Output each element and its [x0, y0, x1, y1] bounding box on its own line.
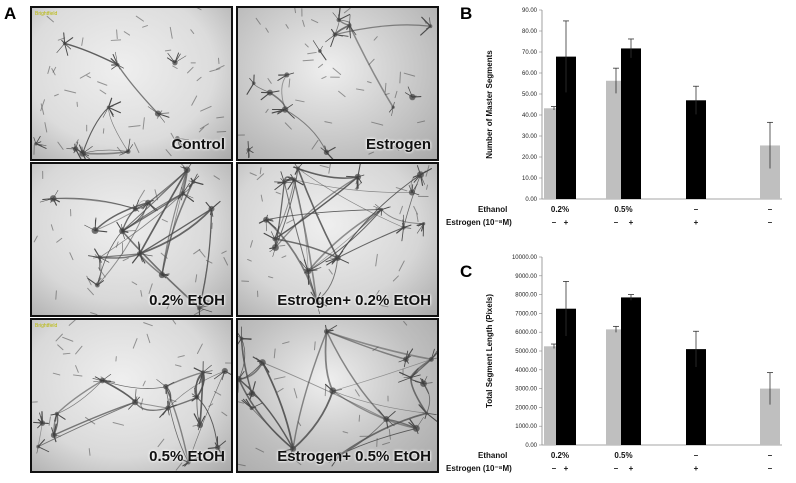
ethanol-value: 0.5%: [614, 451, 632, 460]
micrograph-note: Brightfield: [35, 11, 57, 17]
y-tick-label: 1000.00: [515, 424, 537, 430]
chart-b: 0.00 10.00 20.00 30.00 40.00 50.00 60.00 70.00 8…: [470, 0, 790, 235]
y-axis-label: Total Segment Length (Pixels): [485, 294, 494, 408]
estrogen-row-label: Estrogen (10⁻⁸M): [446, 464, 512, 473]
y-tick-label: 5000.00: [515, 349, 537, 355]
estrogen-value: +: [564, 464, 569, 473]
ethanol-value: 0.5%: [614, 205, 632, 214]
y-tick-label: 9000.00: [515, 274, 537, 280]
micrograph-caption: 0.5% EtOH: [149, 448, 225, 465]
y-tick-label: 80.00: [522, 29, 538, 35]
y-tick-label: 50.00: [522, 92, 538, 98]
micrograph-4: Estrogen+ 0.2% EtOH: [236, 162, 439, 317]
estrogen-value: –: [614, 464, 619, 473]
micrograph-caption: 0.2% EtOH: [149, 292, 225, 309]
y-tick-label: 8000.00: [515, 293, 537, 299]
micrograph-caption: Control: [172, 136, 225, 153]
estrogen-value: +: [629, 464, 634, 473]
y-axis-label: Number of Master Segments: [485, 50, 494, 159]
ethanol-row-label: Ethanol: [478, 451, 507, 460]
estrogen-value: +: [564, 218, 569, 227]
micrograph-5: Brightfield 0.5% EtOH: [30, 318, 233, 473]
bar: [621, 48, 641, 199]
ethanol-value: –: [694, 205, 699, 214]
panel-letter-a: A: [4, 4, 16, 24]
estrogen-value: –: [768, 218, 773, 227]
ethanol-value: –: [768, 205, 773, 214]
micrograph-caption: Estrogen: [366, 136, 431, 153]
chart-b-svg: 0.00 10.00 20.00 30.00 40.00 50.00 60.00 70.00 8…: [470, 0, 790, 235]
estrogen-value: –: [768, 464, 773, 473]
estrogen-value: +: [694, 464, 699, 473]
y-tick-label: 2000.00: [515, 405, 537, 411]
estrogen-value: –: [552, 218, 557, 227]
y-tick-label: 6000.00: [515, 330, 537, 336]
ethanol-value: –: [768, 451, 773, 460]
chart-c-svg: 0.00 1000.00 2000.00 3000.00 4000.00 5000.00 6…: [470, 250, 790, 478]
chart-c: 0.00 1000.00 2000.00 3000.00 4000.00 5000.00 6…: [470, 250, 790, 478]
bar: [621, 297, 641, 445]
y-tick-label: 30.00: [522, 134, 538, 140]
micrograph-caption: Estrogen+ 0.2% EtOH: [277, 292, 431, 309]
y-tick-label: 10000.00: [512, 255, 538, 261]
estrogen-value: +: [694, 218, 699, 227]
bar: [686, 100, 706, 199]
y-tick-label: 4000.00: [515, 368, 537, 374]
micrograph-6: Estrogen+ 0.5% EtOH: [236, 318, 439, 473]
y-tick-label: 60.00: [522, 71, 538, 77]
y-tick-label: 20.00: [522, 155, 538, 161]
micrograph-1: Brightfield Control: [30, 6, 233, 161]
y-tick-label: 7000.00: [515, 311, 537, 317]
y-tick-label: 70.00: [522, 50, 538, 56]
ethanol-value: 0.2%: [551, 205, 569, 214]
micrograph-2: Estrogen: [236, 6, 439, 161]
y-tick-label: 0.00: [525, 443, 537, 449]
estrogen-row-label: Estrogen (10⁻⁸M): [446, 218, 512, 227]
ethanol-row-label: Ethanol: [478, 205, 507, 214]
estrogen-value: +: [629, 218, 634, 227]
micrograph-caption: Estrogen+ 0.5% EtOH: [277, 448, 431, 465]
y-tick-label: 90.00: [522, 8, 538, 14]
y-tick-label: 3000.00: [515, 387, 537, 393]
estrogen-value: –: [614, 218, 619, 227]
y-tick-label: 10.00: [522, 176, 538, 182]
micrograph-note: Brightfield: [35, 323, 57, 329]
ethanol-value: –: [694, 451, 699, 460]
estrogen-value: –: [552, 464, 557, 473]
y-tick-label: 0.00: [525, 197, 537, 203]
micrograph-3: 0.2% EtOH: [30, 162, 233, 317]
ethanol-value: 0.2%: [551, 451, 569, 460]
y-tick-label: 40.00: [522, 113, 538, 119]
